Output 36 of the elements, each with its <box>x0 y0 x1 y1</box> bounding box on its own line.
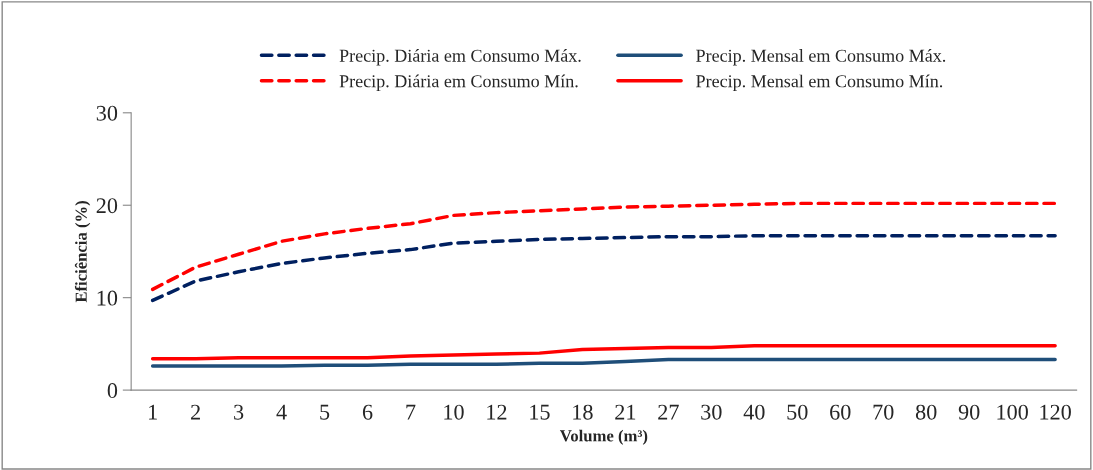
x-tick-label: 80 <box>915 404 937 420</box>
x-tick-label: 18 <box>573 404 593 420</box>
x-tick-label: 40 <box>743 404 765 420</box>
y-tick-label: 0 <box>107 383 118 399</box>
x-tick-label: 5 <box>320 404 330 420</box>
x-tick-label: 60 <box>830 404 851 420</box>
x-tick-label: 4 <box>276 404 287 420</box>
x-tick-label: 1 <box>149 404 157 420</box>
x-tick-label: 21 <box>615 404 636 420</box>
line-series <box>150 234 1057 303</box>
y-tick-label: 20 <box>96 198 118 214</box>
x-tick-label: 3 <box>234 404 244 420</box>
x-tick-label: 90 <box>958 404 980 420</box>
x-tick-label: 12 <box>487 404 507 420</box>
x-tick-label: 27 <box>658 404 679 420</box>
x-tick-label: 120 <box>1040 404 1071 420</box>
x-tick-label: 7 <box>406 404 416 420</box>
y-tick-label: 30 <box>96 105 118 121</box>
x-tick-label: 15 <box>530 404 550 420</box>
x-tick-label: 2 <box>191 404 200 420</box>
x-tick-label: 6 <box>362 404 373 420</box>
legend-label: Precip. Mensal em Consumo Mín. <box>696 74 943 91</box>
legend-label: Precip. Mensal em Consumo Máx. <box>696 49 946 66</box>
legend-label: Precip. Diária em Consumo Mín. <box>339 74 578 91</box>
x-axis-title: Volume (m³) <box>559 429 648 445</box>
y-tick-label: 10 <box>97 290 118 306</box>
x-tick-label: 30 <box>701 404 722 420</box>
line-series <box>150 357 1057 368</box>
x-tick-label: 10 <box>444 404 464 420</box>
y-axis-title: Eficiência (%) <box>74 201 91 303</box>
line-series <box>150 201 1057 292</box>
x-tick-label: 70 <box>873 404 894 420</box>
line-series <box>150 343 1057 361</box>
legend-label: Precip. Diária em Consumo Máx. <box>339 49 581 66</box>
x-tick-label: 50 <box>787 404 808 420</box>
x-tick-label: 100 <box>997 404 1028 420</box>
